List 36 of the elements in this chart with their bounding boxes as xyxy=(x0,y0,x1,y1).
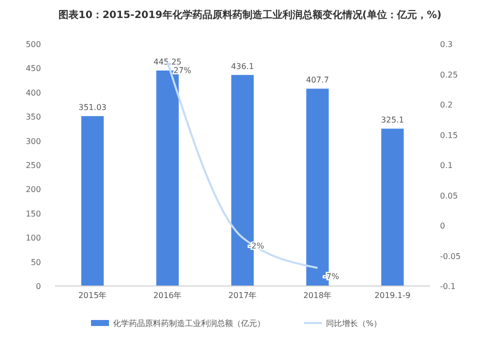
x-tick-label: 2015年 xyxy=(78,291,107,300)
y2-tick-label: 0.1 xyxy=(440,161,453,170)
y-tick-label: 250 xyxy=(26,161,41,170)
y2-tick-label: 0 xyxy=(440,222,446,230)
y-tick-label: 50 xyxy=(30,258,41,267)
x-tick-label: 2017年 xyxy=(228,291,257,300)
y2-tick-label: 0.15 xyxy=(440,130,458,140)
y-tick-label: 100 xyxy=(26,234,41,243)
y2-tick-label: 0.2 xyxy=(440,100,453,110)
y-tick-label: 300 xyxy=(26,136,41,146)
legend-label: 化学药品原料药制造工业利润总额（亿元） xyxy=(113,319,265,328)
chart-title: 图表10：2015-2019年化学药品原料药制造工业利润总额变化情况(单位：亿元，%) xyxy=(58,9,442,21)
y-tick-label: 0 xyxy=(36,282,41,291)
y-tick-label: 500 xyxy=(26,40,41,49)
data-label: 351.03 xyxy=(78,103,106,112)
legend-label: 同比增长（%） xyxy=(326,319,382,328)
x-tick-label: 2016年 xyxy=(153,291,182,300)
bar xyxy=(381,128,404,286)
y-tick-label: 450 xyxy=(26,64,41,74)
y2-tick-label: 0.05 xyxy=(440,191,458,200)
data-label: 445.25 xyxy=(154,58,182,66)
data-label: 325.1 xyxy=(381,116,404,125)
x-tick-label: 2018年 xyxy=(303,291,332,300)
y-tick-label: 400 xyxy=(26,88,41,98)
y-tick-label: 200 xyxy=(26,185,41,194)
bar xyxy=(81,116,104,286)
y2-tick-label: 0.25 xyxy=(440,70,458,80)
y2-tick-label: 0.3 xyxy=(440,40,453,49)
y2-tick-label: -0.05 xyxy=(440,252,461,261)
x-tick-label: 2019.1-9 xyxy=(374,291,410,300)
data-label: 27% xyxy=(174,66,192,76)
y-tick-label: 150 xyxy=(26,209,41,218)
y-tick-label: 350 xyxy=(26,112,41,122)
data-label: 407.7 xyxy=(306,76,329,85)
data-label: 436.1 xyxy=(231,62,254,71)
y2-tick-label: -0.1 xyxy=(440,282,456,291)
